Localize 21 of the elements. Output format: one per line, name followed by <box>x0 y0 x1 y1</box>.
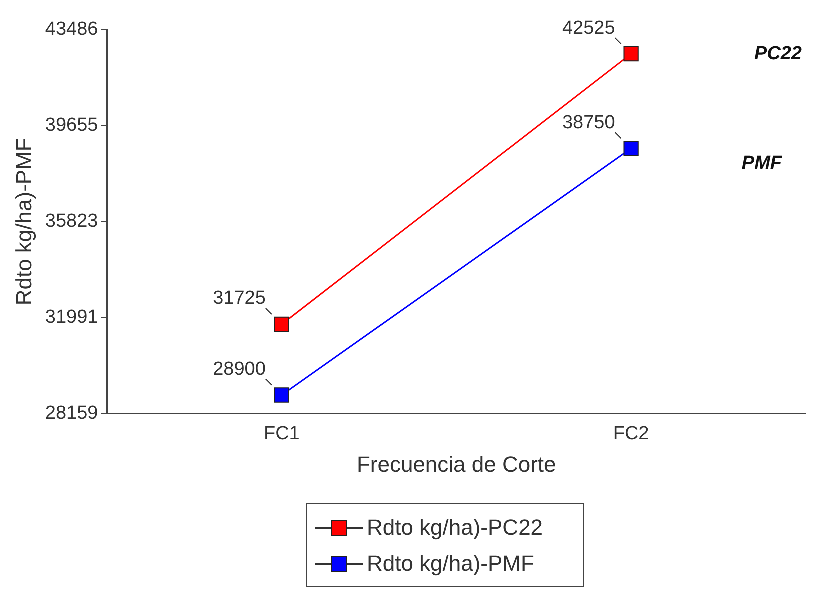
y-tick-label: 28159 <box>45 403 98 424</box>
y-tick-label: 35823 <box>45 211 98 232</box>
y-tick-label: 39655 <box>45 115 98 136</box>
x-tick-label: FC2 <box>613 423 650 444</box>
x-axis-title: Frecuencia de Corte <box>356 452 556 477</box>
annotation: PMF <box>742 152 784 174</box>
data-label: 31725 <box>213 288 266 310</box>
y-axis-title: Rdto kg/ha)-PMF <box>11 138 36 306</box>
annotation: PC22 <box>754 43 802 64</box>
legend-label: Rdto kg/ha)-PMF <box>366 551 534 577</box>
data-label: 42525 <box>562 18 616 39</box>
point <box>624 46 639 62</box>
point <box>624 141 639 156</box>
point <box>274 316 290 332</box>
x-tick-label: FC1 <box>264 423 300 444</box>
legend-label: Rdto kg/ha)-PC22 <box>366 515 544 541</box>
data-label: 28900 <box>213 358 266 380</box>
y-tick-label: 43486 <box>45 19 98 40</box>
point <box>274 388 290 403</box>
y-tick-label: 31991 <box>45 307 98 328</box>
data-label: 38750 <box>562 112 616 134</box>
